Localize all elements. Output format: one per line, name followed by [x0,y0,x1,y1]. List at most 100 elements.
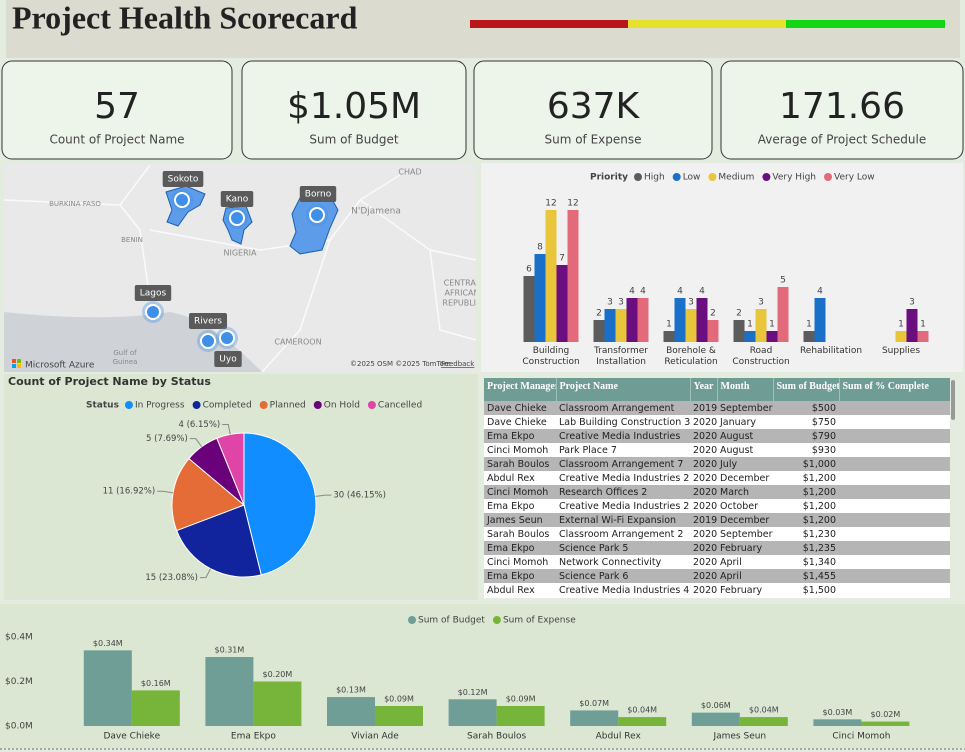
data-label: 4 [699,287,705,297]
manager-panel [0,604,965,748]
map-point[interactable] [219,330,235,346]
column-header[interactable]: Sum of Budget [773,378,840,401]
x-label-box: Road Construction [732,346,790,367]
table-cell: 2020 [690,541,717,555]
map-label: CAMEROON [274,338,321,347]
map-place-box [162,171,204,187]
map-point[interactable] [229,210,245,226]
map-point[interactable] [309,207,325,223]
column-header[interactable]: Project Name [556,378,691,401]
data-label: 3 [909,298,915,308]
data-label: 4 [677,287,683,297]
column-header[interactable]: Project Manager [484,378,557,401]
map-point[interactable] [200,333,216,349]
legend-swatch [192,401,201,409]
legend-label: Completed [203,401,252,411]
column-header[interactable]: Sum of % Complete [839,378,950,401]
x-tick-label: Sarah Boulos [467,732,526,742]
table-cell: Ema Ekpo [484,569,556,583]
legend-label: Medium [718,173,754,183]
table-body: Dave Chieke Classroom Arrangement 2019 Sept… [484,401,950,597]
legend-swatch [259,401,268,409]
leader-line [315,494,332,497]
x-tick-label: Vivian Ade [351,732,399,742]
bar [448,699,497,726]
data-label: 1 [806,320,812,330]
x-label-box: Transformer Installation [593,346,648,367]
table-row: James Seun External Wi-Fi Expansion 2019 De… [484,513,950,527]
table-scrollbar[interactable] [951,380,955,420]
legend-label: Low [683,173,701,183]
header-bg [6,0,960,58]
y-tick-label: $0.2M [5,677,33,687]
data-label: $0.12M [458,688,488,697]
column-header[interactable]: Month [717,378,774,401]
table-cell: $1,230 [802,528,836,540]
bar [545,210,557,342]
data-label: 4 (6.15%) [178,420,220,430]
table-cell: 0.00 [839,429,950,443]
kpi-value: 637K [547,86,641,127]
status-bar-green [786,20,945,28]
table-row: Sarah Boulos Classroom Arrangement 2 2020 S… [484,527,950,541]
data-label: 3 [688,298,694,308]
x-tick-label: Transformer Installation [593,346,648,367]
data-label: $0.04M [627,706,657,715]
bar [556,265,568,342]
data-label: 12 [567,199,578,209]
x-tick-label: Building Construction [522,346,580,367]
bar [570,710,619,726]
map-feedback[interactable]: Feedback [441,360,475,368]
data-label: 8 [537,243,543,253]
kpi-label: Average of Project Schedule [758,133,927,147]
data-label: 6 [526,265,532,275]
map-place-box [188,313,228,329]
data-label: $0.04M [749,706,779,715]
table-cell: Creative Media Industries 2 [559,472,690,484]
column-header[interactable]: Year [690,378,718,401]
table-cell: Science Park 6 [556,569,690,583]
legend-label: Very Low [834,173,875,183]
x-tick-label: Abdul Rex [596,732,642,742]
data-label: 12 [545,199,556,209]
table-cell: 2020 [690,485,717,499]
bar [861,721,910,726]
bar [906,309,918,342]
table-cell: $930 [811,444,836,456]
data-label: 4 [640,287,646,297]
bar [663,331,675,342]
data-label: 1 [747,320,753,330]
data-label: 30 (46.15%) [333,491,386,501]
bar [733,320,745,342]
map-place-box [220,191,254,207]
x-label-box: Rehabilitation [800,346,862,356]
header-row: Project Manager Project Name Year Month Sum … [484,378,950,401]
table-row: Ema Ekpo Science Park 5 2020 February $1,235… [484,541,950,555]
table-cell: September [717,401,773,415]
bar [755,309,767,342]
map-label: N'Djamena [351,207,401,217]
data-label: $0.09M [506,694,536,703]
data-label: 15 (23.08%) [145,573,198,583]
map-place-label: Sokoto [168,175,199,185]
table-cell: 2020 [693,556,717,568]
page-title: Project Health Scorecard [12,0,358,35]
table-cell: $1,200 [773,485,839,499]
y-tick-label: $0.4M [5,633,33,643]
x-tick-label: Road Construction [732,346,790,367]
bar [744,331,756,342]
bar [593,320,605,342]
table-cell: Lab Building Construction 3 [559,416,690,428]
region-borno [289,195,339,255]
legend-swatch [824,173,832,181]
map-point[interactable] [174,192,190,208]
legend-swatch [672,173,681,181]
table-cell: October [720,500,759,512]
table-cell: $1,235 [773,541,839,555]
map-label: Gulf of [113,349,137,357]
map-point[interactable] [145,304,161,320]
pie-slice [171,457,245,532]
map-place-label: Uyo [219,355,237,365]
kpi-value: 171.66 [779,86,905,127]
